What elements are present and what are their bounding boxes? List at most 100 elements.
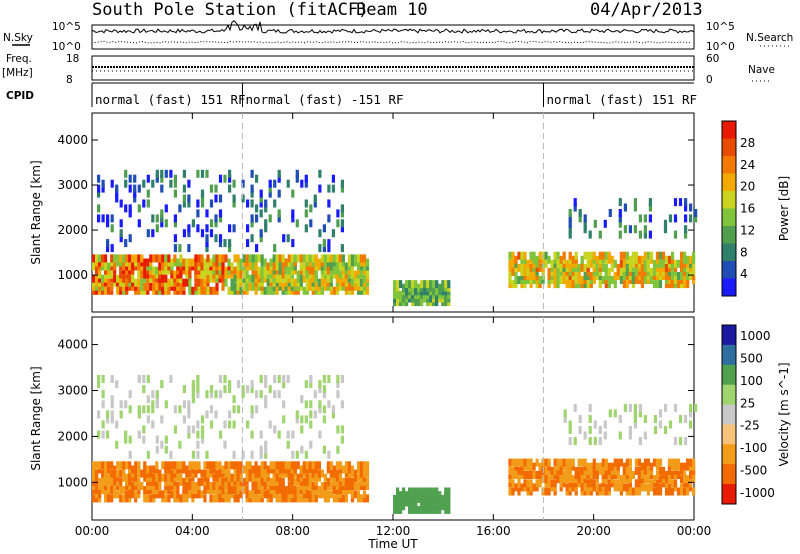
- range-cell: [250, 430, 254, 439]
- range-cell: [308, 477, 312, 486]
- range-cell: [520, 280, 524, 289]
- range-cell: [107, 473, 111, 482]
- range-cell: [218, 490, 222, 499]
- range-cell: [131, 486, 135, 495]
- range-cell: [649, 272, 654, 280]
- range-cell: [583, 431, 587, 440]
- range-cell: [182, 461, 186, 470]
- range-cell: [311, 461, 315, 470]
- range-cell: [323, 486, 327, 495]
- range-cell: [673, 437, 678, 445]
- range-cell: [535, 255, 539, 264]
- range-cell: [338, 461, 342, 470]
- range-cell: [169, 375, 173, 383]
- range-cell: [326, 266, 330, 275]
- range-cell: [634, 466, 638, 475]
- range-cell: [115, 184, 119, 193]
- range-cell: [592, 462, 596, 471]
- range-cell: [562, 479, 566, 488]
- range-cell: [263, 461, 267, 470]
- range-cell: [692, 272, 696, 280]
- range-cell: [628, 479, 632, 488]
- range-cell: [170, 461, 174, 470]
- range-cell: [107, 278, 111, 287]
- range-cell: [550, 272, 554, 280]
- range-cell: [272, 465, 276, 474]
- range-cell: [228, 420, 232, 429]
- range-cell: [158, 262, 162, 271]
- range-cell: [604, 272, 608, 280]
- range-cell: [170, 477, 174, 486]
- range-cell: [313, 410, 317, 419]
- range-cell: [143, 473, 147, 482]
- range-cell: [598, 251, 602, 260]
- range-cell: [553, 487, 557, 496]
- range-cell: [167, 486, 171, 495]
- x-tick-label: 04:00: [175, 524, 210, 538]
- range-cell: [248, 465, 252, 474]
- range-cell: [233, 461, 237, 470]
- range-cell: [131, 473, 135, 482]
- range-cell: [152, 490, 156, 499]
- range-cell: [197, 278, 201, 287]
- range-cell: [167, 266, 171, 275]
- range-cell: [299, 482, 303, 490]
- range-cell: [547, 475, 551, 484]
- range-cell: [152, 486, 156, 495]
- range-cell: [248, 282, 252, 291]
- range-cell: [227, 494, 231, 503]
- range-cell: [286, 234, 290, 243]
- range-cell: [149, 266, 153, 275]
- range-cell: [523, 471, 527, 479]
- range-cell: [164, 258, 168, 267]
- range-cell: [435, 505, 439, 514]
- range-cell: [652, 475, 657, 484]
- range-cell: [272, 274, 276, 283]
- range-cell: [692, 471, 696, 479]
- range-cell: [565, 483, 569, 492]
- range-cell: [556, 280, 560, 289]
- range-cell: [309, 204, 313, 213]
- range-cell: [655, 251, 660, 260]
- range-cell: [242, 258, 246, 267]
- range-cell: [119, 219, 123, 228]
- range-cell: [260, 477, 264, 486]
- range-cell: [233, 254, 237, 263]
- range-cell: [523, 251, 527, 260]
- range-cell: [610, 255, 614, 264]
- range-cell: [340, 184, 344, 193]
- range-cell: [344, 461, 348, 470]
- range-cell: [173, 234, 177, 243]
- range-cell: [137, 482, 141, 490]
- range-cell: [667, 471, 672, 479]
- range-cell: [622, 471, 626, 479]
- range-cell: [399, 491, 403, 500]
- range-cell: [164, 482, 168, 490]
- range-cell: [173, 254, 177, 263]
- range-cell: [164, 219, 168, 228]
- range-cell: [583, 214, 587, 223]
- range-cell: [196, 450, 200, 459]
- range-cell: [173, 179, 177, 188]
- range-cell: [535, 263, 539, 272]
- range-cell: [241, 450, 245, 459]
- range-cell: [236, 274, 240, 283]
- range-cell: [508, 263, 512, 272]
- range-cell: [250, 385, 254, 394]
- range-cell: [571, 280, 575, 289]
- range-cell: [613, 259, 617, 268]
- range-cell: [206, 477, 210, 486]
- range-cell: [295, 169, 299, 178]
- range-cell: [143, 282, 147, 291]
- range-cell: [565, 458, 569, 467]
- range-cell: [119, 486, 123, 495]
- range-cell: [233, 266, 237, 275]
- range-cell: [264, 400, 268, 409]
- range-cell: [269, 482, 273, 490]
- range-cell: [97, 184, 101, 193]
- range-cell: [119, 494, 123, 503]
- range-cell: [332, 286, 336, 295]
- range-cell: [420, 298, 424, 307]
- range-cell: [104, 477, 108, 486]
